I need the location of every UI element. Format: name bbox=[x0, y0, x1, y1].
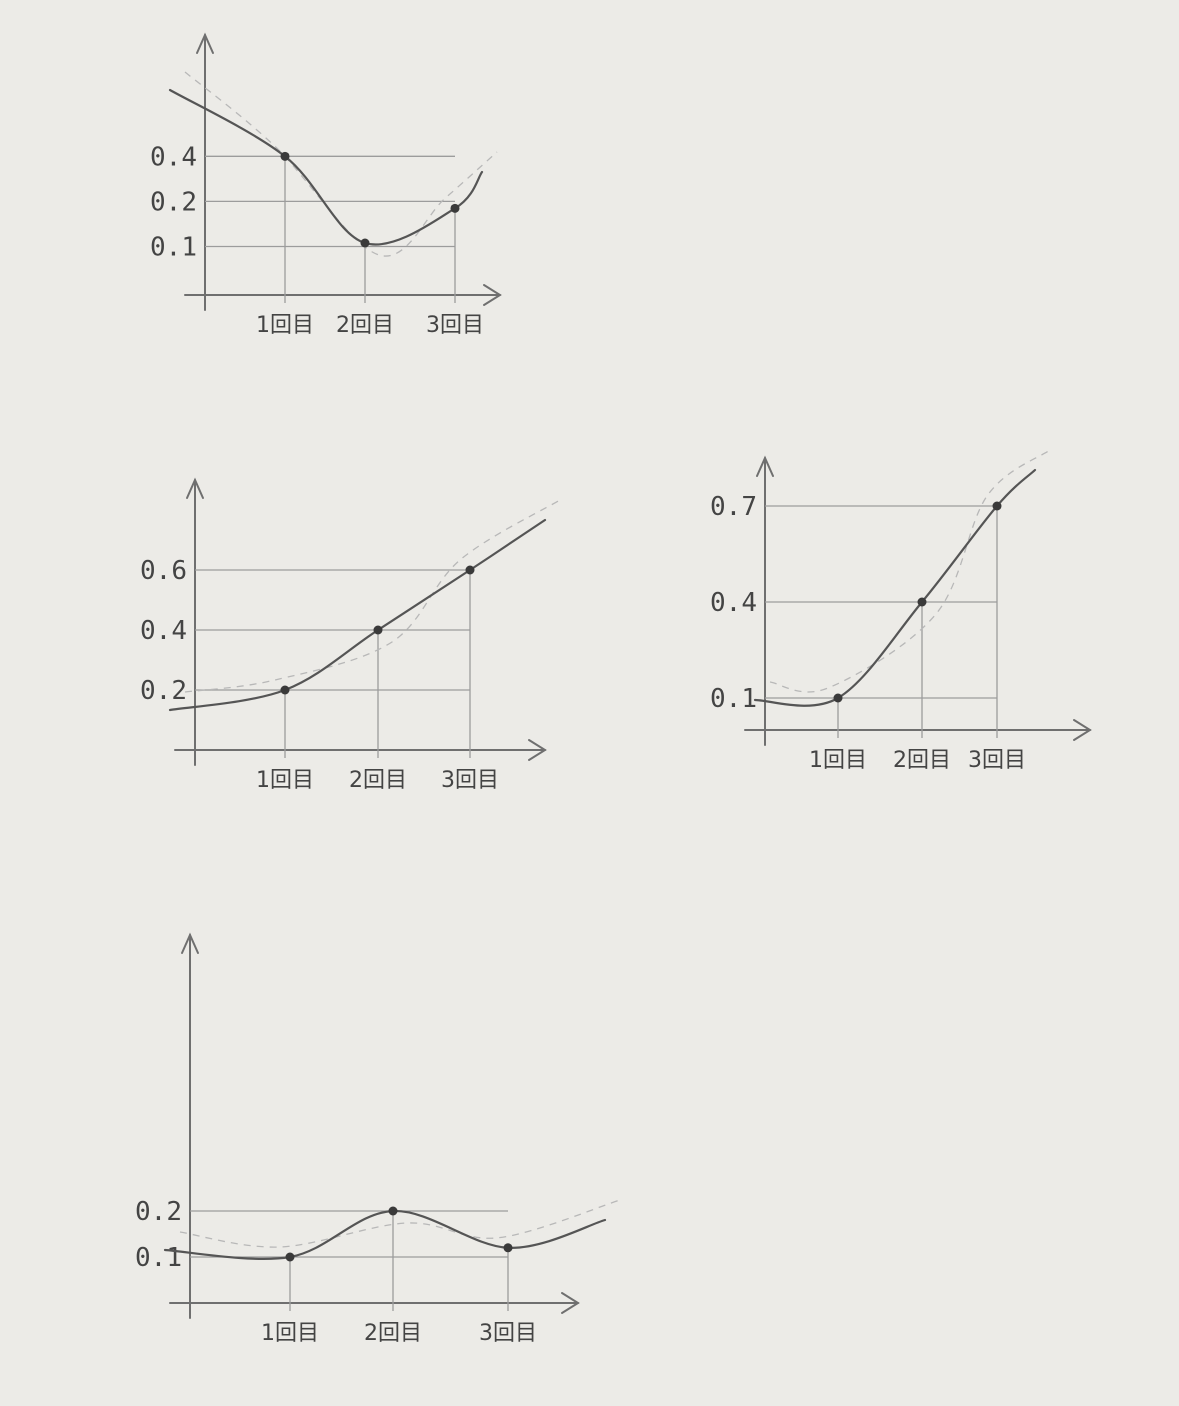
y-tick-label: 0.4 bbox=[710, 588, 757, 618]
series-line bbox=[163, 1209, 607, 1260]
y-axis-arrow bbox=[196, 32, 214, 54]
x-axis-arrow bbox=[528, 739, 547, 761]
chart-2: 0.6 0.4 0.2 1回目 2回目 3回目 bbox=[140, 477, 561, 793]
chart-1: 0.4 0.2 0.1 1回目 2回目 3回目 bbox=[150, 32, 502, 338]
x-tick-label: 2回目 bbox=[364, 1321, 422, 1346]
y-tick-label: 0.4 bbox=[140, 616, 187, 646]
x-tick-label: 1回目 bbox=[256, 768, 314, 793]
x-tick-label: 3回目 bbox=[426, 313, 484, 338]
chart-4: 0.2 0.1 1回目 2回目 3回目 bbox=[135, 932, 621, 1346]
x-tick-label: 3回目 bbox=[441, 768, 499, 793]
sketch-line bbox=[184, 499, 561, 693]
data-point bbox=[992, 501, 1002, 511]
chart-3: 0.7 0.4 0.1 1回目 2回目 3回目 bbox=[710, 449, 1092, 773]
x-tick-label: 3回目 bbox=[479, 1321, 537, 1346]
x-axis-arrow bbox=[561, 1292, 580, 1314]
series-line bbox=[168, 518, 547, 712]
x-tick-label: 2回目 bbox=[349, 768, 407, 793]
y-tick-label: 0.2 bbox=[135, 1197, 182, 1227]
series-line bbox=[168, 88, 484, 246]
y-tick-label: 0.2 bbox=[140, 676, 187, 706]
y-axis-arrow bbox=[181, 932, 199, 954]
data-point bbox=[285, 1252, 295, 1262]
data-point bbox=[465, 565, 475, 575]
x-tick-label: 2回目 bbox=[893, 748, 951, 773]
data-point bbox=[503, 1243, 513, 1253]
data-point bbox=[450, 203, 460, 213]
y-tick-label: 0.1 bbox=[710, 684, 757, 714]
data-point bbox=[280, 151, 290, 161]
y-tick-label: 0.7 bbox=[710, 492, 757, 522]
x-tick-label: 3回目 bbox=[968, 748, 1026, 773]
x-tick-label: 1回目 bbox=[809, 748, 867, 773]
x-axis-arrow bbox=[1073, 719, 1092, 741]
y-tick-label: 0.1 bbox=[135, 1243, 182, 1273]
data-point bbox=[360, 238, 370, 248]
x-tick-label: 2回目 bbox=[336, 313, 394, 338]
y-axis-arrow bbox=[186, 477, 204, 499]
sketch-line bbox=[179, 1199, 621, 1248]
data-point bbox=[373, 625, 383, 635]
y-tick-label: 0.4 bbox=[150, 142, 197, 172]
x-tick-label: 1回目 bbox=[256, 313, 314, 338]
sketch-line bbox=[769, 449, 1051, 693]
y-tick-label: 0.6 bbox=[140, 556, 187, 586]
x-tick-label: 1回目 bbox=[261, 1321, 319, 1346]
y-tick-label: 0.1 bbox=[150, 232, 197, 262]
sketch-line bbox=[184, 71, 498, 257]
y-axis-arrow bbox=[756, 455, 774, 477]
data-point bbox=[388, 1206, 398, 1216]
data-point bbox=[833, 693, 843, 703]
data-point bbox=[917, 597, 927, 607]
y-tick-label: 0.2 bbox=[150, 187, 197, 217]
data-point bbox=[280, 685, 290, 695]
x-axis-arrow bbox=[483, 284, 502, 306]
